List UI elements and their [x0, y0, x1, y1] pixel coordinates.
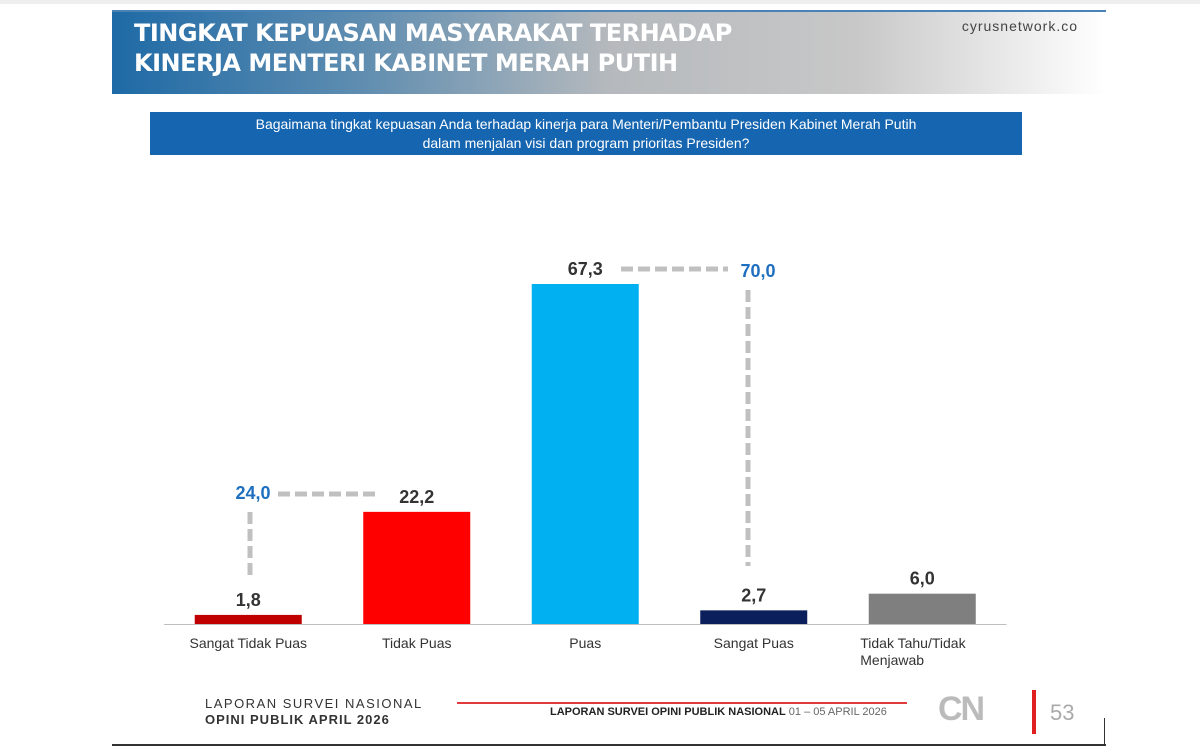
- footer-divider: [457, 702, 907, 704]
- data-label-4: 6,0: [910, 569, 935, 589]
- bottom-divider: [112, 744, 1106, 746]
- category-label-4: Tidak Tahu/Tidak: [860, 635, 966, 651]
- footer-report-title: LAPORAN SURVEI NASIONAL: [205, 696, 423, 711]
- data-label-0: 1,8: [236, 590, 261, 610]
- footer-report-subtitle: OPINI PUBLIK APRIL 2026: [205, 712, 390, 727]
- bar-2: [531, 284, 639, 624]
- page-number: 53: [1050, 700, 1075, 725]
- footer-mid-text: LAPORAN SURVEI OPINI PUBLIK NASIONAL 01 …: [550, 706, 887, 718]
- data-label-3: 2,7: [741, 585, 766, 605]
- footer-mid-date: 01 – 05 APRIL 2026: [788, 706, 887, 718]
- title-line-2: KINERJA MENTERI KABINET MERAH PUTIH: [134, 49, 678, 77]
- category-label-2: Puas: [569, 635, 601, 651]
- category-label-1: Tidak Puas: [382, 635, 452, 651]
- bottom-right-divider: [1104, 718, 1105, 746]
- data-label-1: 22,2: [399, 487, 434, 507]
- footer-red-bar: [1032, 690, 1036, 734]
- total-label-satisfied: 70,0: [740, 261, 775, 281]
- bar-0: [194, 614, 302, 624]
- cyrusnetwork-logo: CN CYRUSNETWORK: [938, 690, 1004, 734]
- data-label-2: 67,3: [568, 259, 603, 279]
- category-label-4: Menjawab: [860, 652, 924, 668]
- top-divider: [0, 0, 1200, 4]
- footer-mid-bold: LAPORAN SURVEI OPINI PUBLIK NASIONAL: [550, 706, 786, 718]
- site-label: cyrusnetwork.co: [961, 18, 1078, 34]
- question-line-1: Bagaimana tingkat kepuasan Anda terhadap…: [255, 116, 917, 132]
- bar-1: [363, 511, 471, 624]
- category-label-3: Sangat Puas: [714, 635, 794, 651]
- header-banner: TINGKAT KEPUASAN MASYARAKAT TERHADAP KIN…: [112, 10, 1106, 94]
- total-label-dissatisfied: 24,0: [235, 483, 270, 503]
- bar-4: [868, 593, 976, 624]
- bar-3: [700, 610, 808, 624]
- question-line-2: dalam menjalan visi dan program priorita…: [422, 135, 750, 151]
- page-title: TINGKAT KEPUASAN MASYARAKAT TERHADAP KIN…: [134, 18, 732, 78]
- category-label-0: Sangat Tidak Puas: [189, 635, 307, 651]
- title-line-1: TINGKAT KEPUASAN MASYARAKAT TERHADAP: [134, 19, 732, 47]
- question-box: Bagaimana tingkat kepuasan Anda terhadap…: [150, 112, 1022, 155]
